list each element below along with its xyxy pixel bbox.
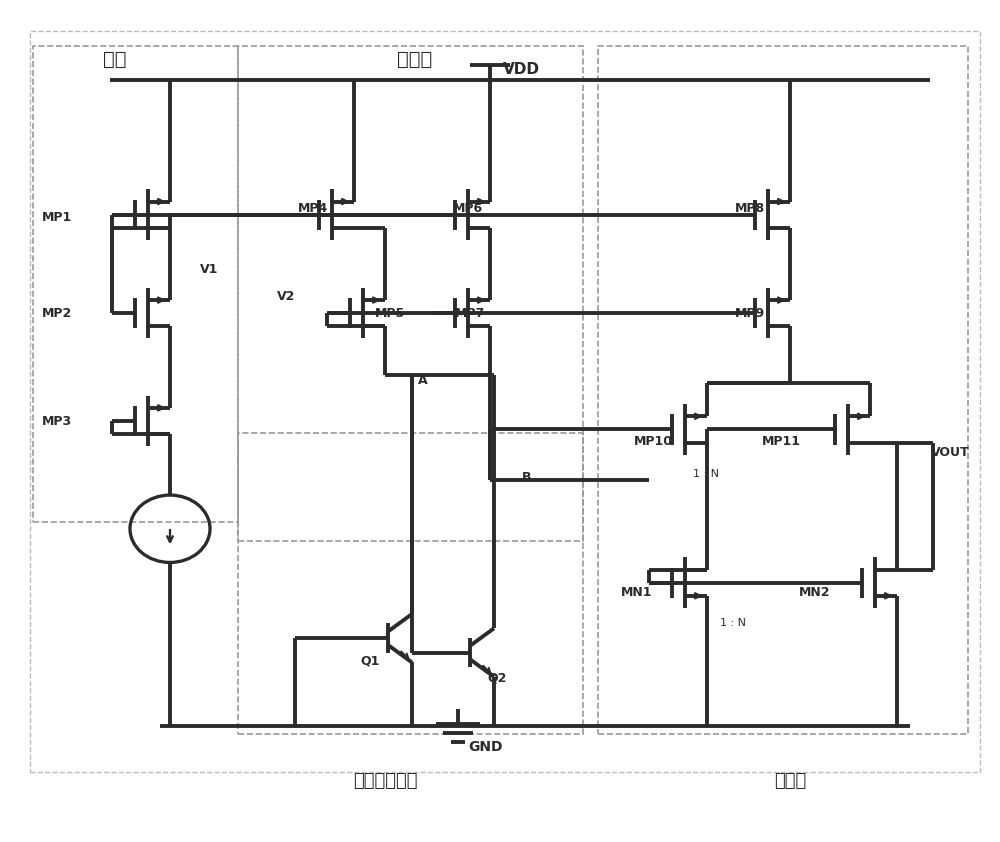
Text: 1 : N: 1 : N (720, 618, 746, 628)
Text: MP5: MP5 (375, 306, 405, 320)
Text: MP4: MP4 (298, 202, 328, 216)
Text: MP1: MP1 (42, 210, 72, 224)
Text: A: A (418, 374, 428, 387)
Text: V2: V2 (277, 290, 295, 303)
Bar (238, 433, 583, 734)
Text: B: B (522, 471, 532, 484)
Text: Q2: Q2 (487, 671, 506, 685)
Text: MN2: MN2 (799, 586, 830, 600)
Text: 输出级: 输出级 (774, 772, 806, 791)
Text: VOUT: VOUT (931, 446, 970, 460)
Text: 温度检测核心: 温度检测核心 (353, 772, 417, 791)
Bar (238, 46, 583, 541)
Text: MP2: MP2 (42, 306, 72, 320)
Text: GND: GND (468, 740, 503, 754)
Text: Q1: Q1 (360, 654, 379, 668)
Text: VDD: VDD (503, 61, 540, 77)
Text: MN1: MN1 (621, 586, 652, 600)
Bar (33, 46, 238, 522)
Bar (30, 31, 980, 772)
Text: V1: V1 (200, 263, 218, 276)
Text: MP11: MP11 (762, 434, 801, 448)
Text: MP7: MP7 (455, 306, 485, 320)
Bar (598, 46, 968, 734)
Text: 1 : N: 1 : N (693, 469, 719, 479)
Text: MP8: MP8 (735, 202, 765, 216)
Text: MP3: MP3 (42, 414, 72, 428)
Text: 电流镜: 电流镜 (397, 50, 433, 68)
Text: 偏置: 偏置 (103, 50, 127, 68)
Text: MP9: MP9 (735, 306, 765, 320)
Text: MP10: MP10 (634, 434, 673, 448)
Text: MP6: MP6 (453, 202, 483, 216)
